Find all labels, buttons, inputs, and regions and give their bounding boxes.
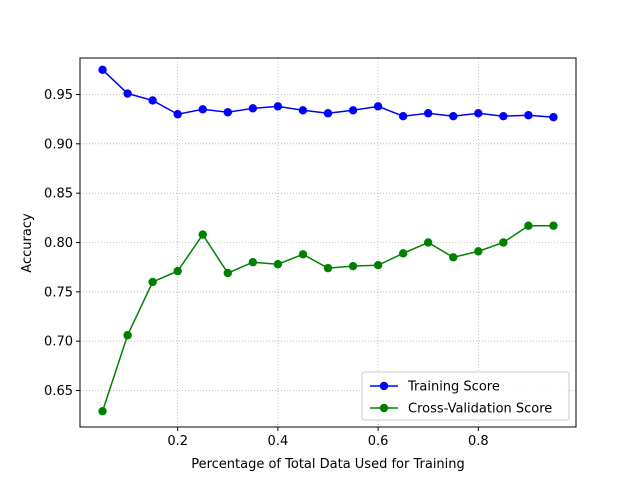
training-score-point [123, 89, 132, 98]
training-score-point [148, 96, 157, 105]
cross-validation-score-point [248, 258, 258, 267]
series-layer [98, 65, 558, 416]
y-tick-label: 0.70 [44, 335, 73, 350]
y-tick-label: 0.85 [44, 187, 73, 202]
ticks-layer: 0.2 0.4 0.6 0.8 0.65 0.70 0.75 0.80 0.85 0.90 0.95 [44, 88, 489, 449]
legend-swatch-marker [379, 381, 389, 391]
training-score-point [323, 109, 333, 118]
training-score-point [173, 110, 182, 119]
training-score-point [474, 109, 483, 118]
training-score-point [524, 111, 533, 120]
legend-box [361, 371, 570, 421]
cross-validation-score-point [348, 261, 358, 271]
y-axis-label: Accuracy [20, 213, 35, 273]
training-score-point [449, 112, 458, 121]
cross-validation-score-point [173, 266, 182, 276]
cross-validation-score-point [323, 263, 333, 273]
cross-validation-score-point [198, 230, 207, 239]
training-score-point [549, 112, 558, 122]
training-score-point [98, 65, 107, 75]
training-score-point [398, 112, 408, 121]
cross-validation-score-point [474, 247, 483, 256]
y-tick-label: 0.90 [44, 137, 73, 152]
cross-validation-score-point [223, 268, 232, 278]
training-score-point [273, 102, 283, 111]
y-tick-label: 0.80 [44, 236, 73, 251]
x-tick-label: 0.2 [167, 434, 188, 449]
training-score-point [348, 106, 358, 115]
legend-entry-label: Training Score [407, 380, 500, 395]
y-tick-label: 0.95 [44, 88, 73, 103]
training-score-point [298, 106, 308, 115]
cross-validation-score-point [373, 260, 383, 270]
cross-validation-score-point [98, 407, 107, 416]
cross-validation-score-point [549, 221, 558, 230]
cross-validation-score-point [424, 238, 433, 247]
cross-validation-score-point [524, 221, 533, 230]
cross-validation-score-point [449, 253, 458, 262]
training-score-point [499, 112, 508, 121]
y-tick-label: 0.65 [44, 384, 73, 399]
cross-validation-score-point [499, 238, 508, 247]
training-score-point [223, 108, 232, 117]
legend: Training Score Cross-Validation Score [361, 371, 570, 421]
training-score-point [198, 105, 207, 114]
cross-validation-score-point [298, 250, 308, 259]
x-tick-label: 0.4 [268, 434, 289, 449]
cross-validation-score-point [123, 331, 132, 340]
cross-validation-score-point [148, 277, 157, 287]
training-score-point [373, 102, 383, 111]
x-tick-label: 0.6 [368, 434, 389, 449]
legend-entry-label: Cross-Validation Score [408, 402, 552, 417]
x-tick-label: 0.8 [468, 434, 489, 449]
legend-swatch-marker [379, 403, 389, 413]
training-score-point [248, 104, 258, 113]
x-axis-label: Percentage of Total Data Used for Traini… [191, 457, 465, 472]
cross-validation-score-point [273, 260, 283, 269]
cross-validation-score-point [398, 249, 408, 258]
y-tick-label: 0.75 [44, 285, 73, 300]
training-score-point [424, 109, 433, 118]
